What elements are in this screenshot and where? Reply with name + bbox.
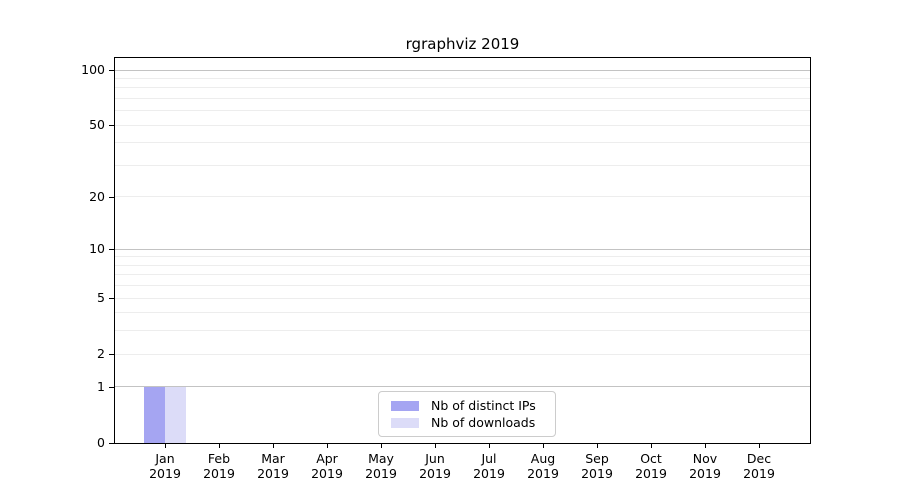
bar-nb-of-downloads-jan-2019 [165,386,186,443]
minor-gridline [115,330,810,332]
minor-gridline [115,353,810,355]
y-tick-mark [109,70,115,71]
legend-entry-label: Nb of downloads [431,415,536,431]
x-tick-mark [273,443,274,448]
x-tick-mark [165,443,166,448]
x-tick-label: Jan 2019 [149,451,181,481]
x-tick-label: Sep 2019 [581,451,613,481]
major-gridline [115,248,810,250]
x-tick-label: Aug 2019 [527,451,559,481]
x-tick-label: Dec 2019 [743,451,775,481]
legend-entry: Nb of downloads [387,415,547,432]
x-tick-label: Feb 2019 [203,451,235,481]
minor-gridline [115,164,810,166]
y-tick-label: 10 [89,241,105,257]
x-tick-mark [381,443,382,448]
y-tick-mark [109,298,115,300]
minor-gridline [115,142,810,144]
x-tick-mark [219,443,220,448]
x-tick-mark [759,443,760,448]
chart-title: rgraphviz 2019 [405,35,520,53]
x-tick-mark [597,443,598,448]
minor-gridline [115,264,810,266]
minor-gridline [115,297,810,299]
y-tick-label: 2 [97,346,105,362]
minor-gridline [115,285,810,287]
minor-gridline [115,97,810,99]
minor-gridline [115,110,810,112]
minor-gridline [115,196,810,198]
legend-entry: Nb of distinct IPs [387,397,547,414]
x-tick-label: Nov 2019 [689,451,721,481]
x-tick-mark [543,443,544,448]
bar-nb-of-distinct-ips-jan-2019 [144,386,165,443]
legend: Nb of distinct IPs Nb of downloads [378,391,556,437]
major-gridline [115,69,810,71]
minor-gridline [115,256,810,258]
minor-gridline [115,77,810,79]
y-tick-mark [109,386,115,388]
x-tick-label: Apr 2019 [311,451,343,481]
minor-gridline [115,274,810,276]
legend-entry-label: Nb of distinct IPs [431,397,536,413]
legend-swatch [391,400,419,411]
x-tick-label: Mar 2019 [257,451,289,481]
y-tick-mark [109,125,115,127]
x-tick-label: May 2019 [365,451,397,481]
y-tick-mark [109,354,115,356]
minor-gridline [115,124,810,126]
y-tick-label: 50 [89,117,105,133]
x-tick-mark [705,443,706,448]
minor-gridline [115,312,810,314]
minor-gridline [115,87,810,89]
y-tick-label: 20 [89,188,105,204]
legend-swatch [391,418,419,429]
x-tick-label: Jun 2019 [419,451,451,481]
y-tick-label: 0 [97,435,105,450]
x-tick-label: Oct 2019 [635,451,667,481]
plot-area [114,57,811,444]
y-tick-label: 5 [97,290,105,306]
y-tick-mark [109,249,115,251]
y-tick-label: 100 [81,62,105,77]
x-tick-mark [435,443,436,448]
y-tick-label: 1 [97,378,105,394]
major-gridline [115,386,810,388]
x-tick-mark [489,443,490,448]
x-tick-label: Jul 2019 [473,451,505,481]
x-tick-mark [651,443,652,448]
y-tick-mark [109,196,115,198]
x-tick-mark [327,443,328,448]
y-tick-mark [109,443,115,444]
